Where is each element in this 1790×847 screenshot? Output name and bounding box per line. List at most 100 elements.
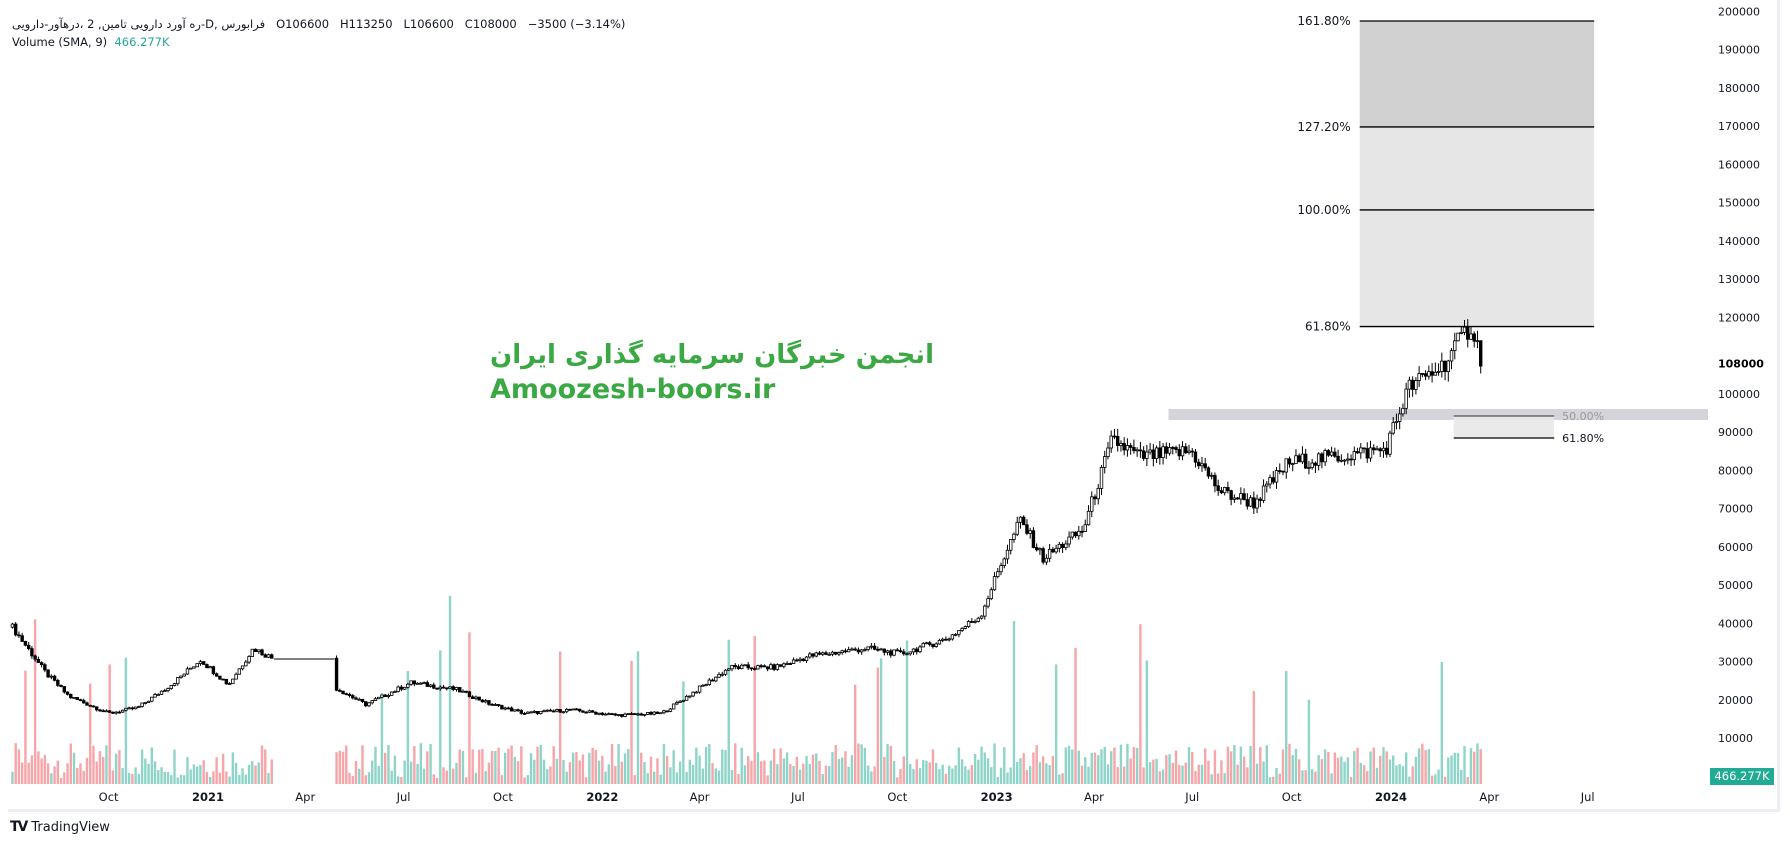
volume-bar [844, 751, 847, 784]
volume-bar [1204, 748, 1207, 784]
candle-body [1423, 373, 1428, 377]
candle-body [1096, 487, 1100, 500]
volume-bar [1135, 747, 1139, 784]
candle-body [240, 665, 245, 670]
volume-bar [559, 651, 562, 784]
volume-bar [870, 771, 873, 784]
candle-body [992, 576, 997, 591]
volume-bar [14, 743, 17, 784]
candle-body [208, 666, 212, 669]
price-tick-label: 20000 [1718, 694, 1753, 707]
symbol-name[interactable]: ره آورد دارویی تامین, 2 ،درهآور-دارویی-D… [12, 17, 266, 31]
candle-body [1394, 421, 1399, 424]
candle-body [539, 710, 543, 715]
candle-body [717, 673, 721, 678]
watermark-persian: انجمن خبرگان سرمایه گذاری ایران [490, 340, 934, 370]
time-tick-label: Jul [1580, 790, 1595, 804]
volume-bar [1200, 764, 1204, 784]
candle-body [496, 704, 501, 706]
volume-bar [513, 756, 517, 784]
volume-bar [1453, 752, 1456, 784]
volume-bar [662, 743, 666, 784]
candle-body [500, 705, 504, 710]
price-tick-label: 190000 [1718, 44, 1760, 57]
volume-bar [1366, 771, 1369, 784]
volume-bar [1298, 759, 1301, 784]
candle-body [561, 711, 566, 714]
candle-body [354, 697, 358, 700]
candle-body [441, 686, 446, 689]
volume-bars [11, 595, 1482, 784]
candle-body [509, 707, 514, 712]
volume-bar [471, 749, 474, 784]
volume-bar [1476, 743, 1479, 784]
candle-body [1352, 451, 1357, 460]
volume-bar [915, 759, 918, 784]
candle-body [1310, 462, 1314, 468]
candle-body [1440, 360, 1444, 372]
candle-body [1372, 447, 1376, 451]
volume-bar [92, 745, 95, 784]
candle-body [78, 699, 83, 701]
candle-body [1041, 548, 1045, 563]
candle-body [150, 696, 154, 702]
candle-body [681, 699, 686, 702]
price-tick-label: 200000 [1718, 5, 1760, 18]
candle-body [924, 642, 929, 645]
volume-bar [542, 759, 546, 784]
candle-body [428, 684, 433, 687]
candle-body [448, 686, 452, 689]
candle-body [714, 676, 718, 682]
candle-body [1128, 445, 1133, 448]
high-value: H113250 [339, 17, 393, 31]
volume-bar [740, 747, 743, 784]
volume-bar [575, 751, 578, 784]
candle-body [195, 663, 199, 668]
candle-body [788, 663, 793, 665]
candle-body [1404, 388, 1408, 409]
candle-body [976, 617, 981, 622]
candle-body [1154, 447, 1159, 459]
volume-bar [640, 752, 643, 784]
volume-bar [1054, 664, 1058, 784]
candle-body [1397, 413, 1402, 422]
volume-bar [108, 664, 111, 784]
fib-level-label: 127.20% [1297, 120, 1350, 134]
volume-bar [364, 775, 367, 784]
candle-body [406, 683, 410, 688]
candle-body [140, 702, 144, 707]
volume-bar [377, 765, 380, 784]
volume-bar [960, 759, 964, 784]
volume-bar [717, 770, 721, 784]
volume-bar [701, 768, 705, 784]
candle-body [1248, 497, 1253, 507]
candle-body [159, 690, 164, 695]
volume-label[interactable]: Volume (SMA, 9) [12, 35, 108, 49]
volume-bar [704, 746, 708, 784]
volume-bar [886, 743, 889, 784]
candle-body [1255, 498, 1259, 509]
candle-body [558, 709, 562, 713]
candle-body [808, 653, 812, 658]
volume-bar [1285, 670, 1288, 784]
candle-body [1190, 450, 1194, 453]
tradingview-logo[interactable]: TV TradingView [10, 819, 110, 835]
candle-body [633, 713, 637, 716]
candle-body [986, 598, 990, 607]
volume-bar [432, 774, 436, 784]
candle-body [1459, 332, 1463, 334]
volume-bar [1346, 757, 1350, 784]
candle-body [1320, 453, 1324, 463]
candle-body [1047, 548, 1052, 559]
candle-body [652, 711, 656, 715]
volume-bar [1320, 759, 1324, 784]
volume-bar [1440, 662, 1444, 784]
candle-body [607, 713, 611, 716]
candle-body [814, 652, 818, 657]
volume-bar [863, 747, 867, 784]
volume-bar [387, 744, 390, 784]
candle-body [334, 657, 339, 691]
volume-bar [750, 760, 753, 784]
candle-body [198, 661, 203, 664]
